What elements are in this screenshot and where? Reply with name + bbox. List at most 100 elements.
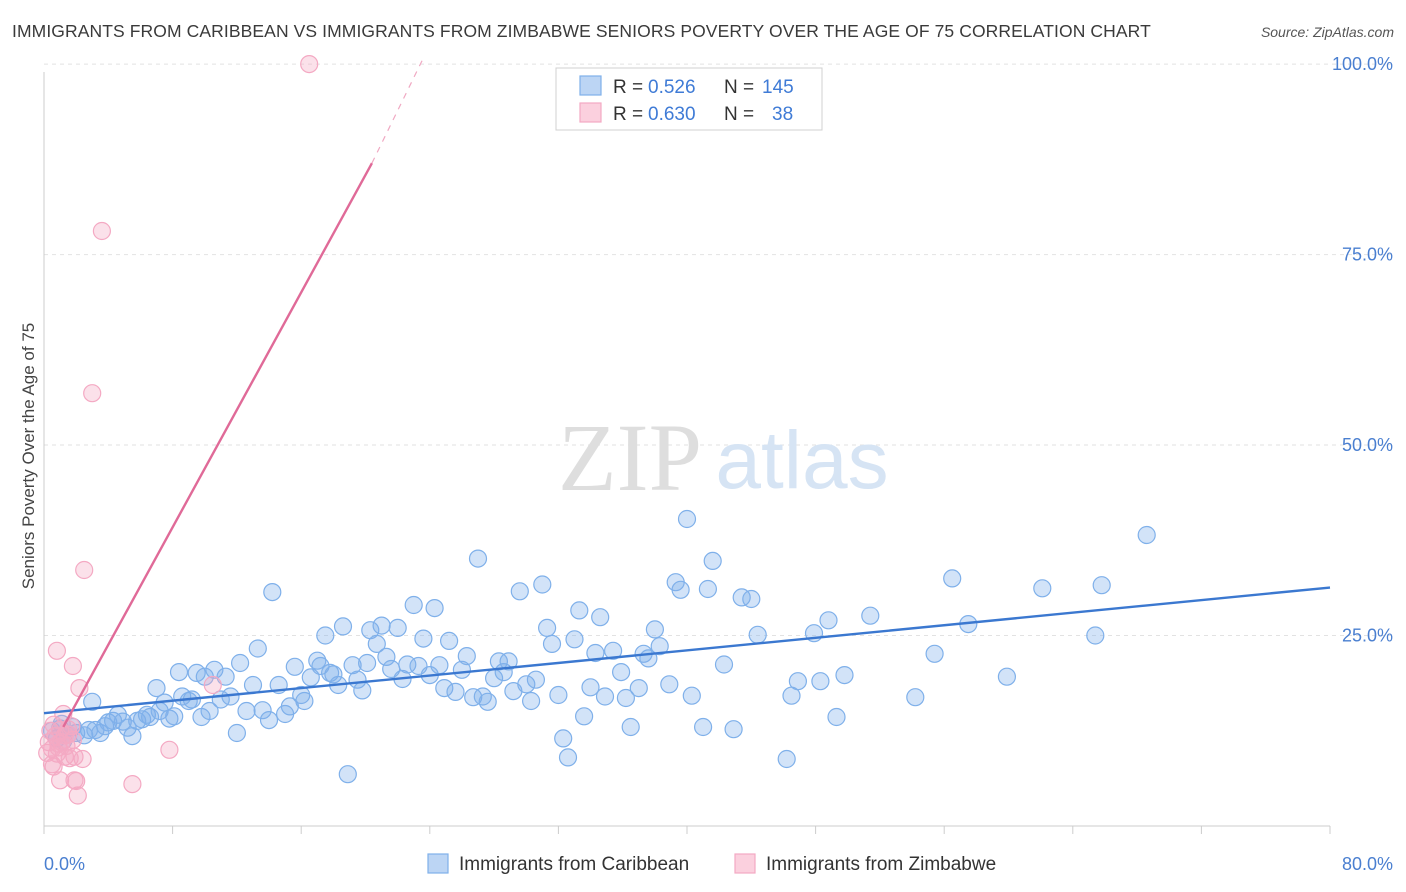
y-tick-label: 75.0% — [1342, 245, 1393, 265]
grid-lines — [44, 63, 1393, 637]
data-point — [1137, 525, 1156, 545]
data-point — [248, 639, 267, 658]
data-point — [621, 717, 640, 737]
data-point — [526, 670, 546, 689]
data-point — [861, 606, 880, 625]
data-point — [358, 653, 377, 673]
data-point — [478, 692, 497, 711]
data-point — [316, 626, 335, 645]
data-point — [537, 618, 557, 638]
data-point — [925, 644, 944, 663]
data-point — [1086, 626, 1105, 645]
data-point — [827, 707, 846, 727]
data-point — [42, 755, 62, 774]
data-point — [703, 551, 722, 571]
data-point — [205, 660, 224, 679]
data-point — [216, 667, 235, 686]
data-point — [1092, 576, 1111, 595]
data-point — [650, 637, 669, 656]
data-point — [63, 656, 83, 676]
data-point — [574, 707, 594, 726]
y-axis-title: Seniors Poverty Over the Age of 75 — [19, 323, 38, 589]
data-point — [811, 672, 830, 691]
data-point — [435, 678, 454, 698]
data-point — [997, 667, 1017, 686]
data-point — [353, 681, 372, 700]
data-point — [777, 749, 796, 769]
data-point — [237, 701, 256, 721]
legend-r-label-zimbabwe: R = — [613, 104, 643, 125]
watermark-atlas: atlas — [715, 415, 888, 506]
data-point — [645, 620, 665, 639]
data-point — [698, 579, 718, 599]
data-point — [549, 685, 568, 705]
data-point — [603, 641, 623, 660]
bottom-legend-swatch-zimbabwe — [734, 853, 756, 874]
data-point — [616, 688, 636, 708]
data-point — [141, 707, 160, 727]
data-point — [1033, 579, 1052, 598]
x-tick-label-min: 0.0% — [44, 854, 85, 874]
data-point — [231, 653, 250, 673]
data-point — [819, 611, 838, 630]
data-point — [165, 707, 184, 726]
legend-n-value-caribbean: 145 — [762, 77, 794, 98]
data-point — [682, 686, 701, 705]
y-tick-label: 25.0% — [1342, 626, 1393, 646]
series-legend: Immigrants from Caribbean Immigrants fro… — [427, 853, 996, 875]
data-point — [324, 665, 343, 684]
data-point — [50, 771, 70, 790]
chart-title: IMMIGRANTS FROM CARIBBEAN VS IMMIGRANTS … — [12, 21, 1151, 41]
data-point — [595, 687, 615, 706]
data-point — [67, 771, 86, 791]
data-point — [748, 625, 767, 644]
x-axis-ticks — [43, 826, 1331, 834]
legend-r-value-zimbabwe: 0.630 — [648, 104, 696, 125]
watermark-zip: ZIP — [558, 404, 702, 511]
data-point — [581, 678, 600, 697]
data-point — [517, 675, 536, 694]
data-point — [118, 718, 137, 737]
legend-n-label-caribbean: N = — [724, 77, 754, 98]
bottom-legend-label-zimbabwe: Immigrants from Zimbabwe — [766, 854, 996, 875]
data-point — [300, 54, 319, 74]
data-point — [714, 655, 734, 674]
series-caribbean — [42, 509, 1156, 784]
legend-r-label-caribbean: R = — [613, 77, 643, 98]
y-tick-label: 100.0% — [1332, 54, 1393, 74]
data-point — [510, 582, 529, 601]
y-tick-labels: 25.0% 50.0% 75.0% 100.0% — [1332, 54, 1393, 645]
data-point — [377, 647, 396, 667]
data-point — [295, 691, 314, 711]
data-point — [611, 662, 631, 682]
data-point — [227, 723, 246, 743]
data-point — [92, 221, 112, 241]
data-point — [372, 616, 391, 635]
data-point — [367, 634, 386, 654]
data-point — [906, 688, 925, 707]
data-point — [671, 580, 690, 599]
data-point — [83, 692, 102, 711]
data-point — [430, 656, 449, 675]
data-point — [742, 589, 761, 609]
data-point — [147, 678, 166, 698]
data-point — [47, 641, 67, 660]
data-point — [446, 682, 465, 702]
data-point — [565, 630, 584, 649]
data-point — [123, 726, 142, 746]
data-point — [724, 720, 743, 739]
data-point — [68, 786, 87, 805]
legend-swatch-caribbean — [579, 75, 602, 96]
y-tick-label: 50.0% — [1342, 435, 1393, 455]
trend-line-zimbabwe-extension — [371, 57, 424, 164]
data-point — [570, 601, 589, 620]
data-point — [333, 617, 353, 636]
stats-legend: R = 0.526 N = 145 R = 0.630 N = 38 — [555, 67, 823, 131]
data-point — [440, 631, 459, 651]
data-point — [558, 748, 578, 767]
data-point — [473, 687, 492, 706]
data-point — [943, 569, 962, 588]
legend-swatch-zimbabwe — [579, 102, 602, 123]
data-point — [693, 717, 713, 737]
data-point — [285, 657, 304, 676]
